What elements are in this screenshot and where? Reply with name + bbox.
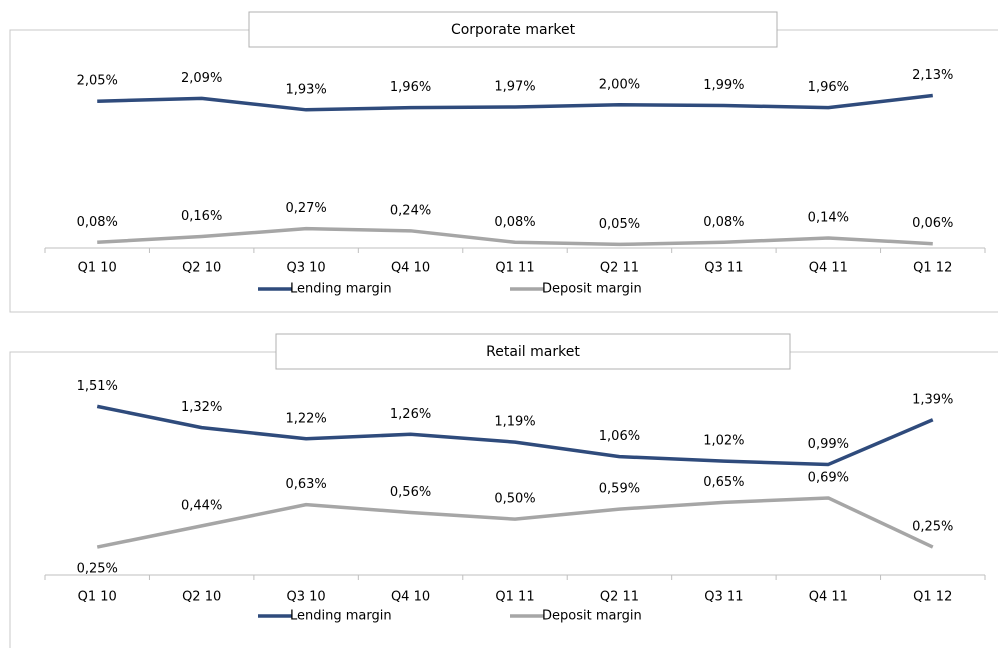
data-label: 0,24% (390, 203, 431, 218)
data-label: 1,96% (808, 80, 849, 95)
data-label: 0,08% (494, 215, 535, 230)
data-label: 1,06% (599, 429, 640, 444)
data-label: 0,56% (390, 485, 431, 500)
data-label: 1,26% (390, 407, 431, 422)
data-label: 1,02% (703, 434, 744, 449)
data-label: 0,16% (181, 209, 222, 224)
data-label: 0,06% (912, 216, 953, 231)
x-tick-label: Q3 10 (287, 590, 326, 605)
x-tick-label: Q4 10 (391, 590, 430, 605)
legend-label: Lending margin (290, 609, 392, 624)
x-tick-label: Q2 11 (600, 590, 639, 605)
data-label: 0,69% (808, 470, 849, 485)
chart-title: Corporate market (451, 22, 576, 38)
data-label: 1,32% (181, 400, 222, 415)
series-line (96, 496, 934, 549)
data-label: 1,97% (494, 79, 535, 94)
x-tick-label: Q1 11 (495, 261, 534, 276)
chart-title: Retail market (486, 344, 580, 360)
data-label: 0,14% (808, 210, 849, 225)
x-tick-label: Q2 10 (182, 261, 221, 276)
data-label: 0,27% (285, 201, 326, 216)
data-label: 0,44% (181, 498, 222, 513)
x-tick-label: Q2 10 (182, 590, 221, 605)
x-tick-label: Q3 10 (287, 261, 326, 276)
data-label: 1,96% (390, 80, 431, 95)
x-tick-label: Q2 11 (600, 261, 639, 276)
data-label: 0,05% (599, 217, 640, 232)
x-tick-label: Q3 11 (704, 261, 743, 276)
data-label: 0,08% (703, 215, 744, 230)
data-label: 1,93% (285, 82, 326, 97)
data-label: 2,13% (912, 68, 953, 83)
data-label: 0,25% (77, 562, 118, 577)
series-line (97, 93, 933, 112)
data-label: 2,00% (599, 77, 640, 92)
x-tick-label: Q1 10 (78, 261, 117, 276)
data-label: 1,51% (77, 379, 118, 394)
x-tick-label: Q4 11 (809, 590, 848, 605)
data-label: 2,09% (181, 71, 222, 86)
x-tick-label: Q1 12 (913, 261, 952, 276)
data-label: 0,59% (599, 482, 640, 497)
legend-label: Deposit margin (542, 282, 642, 297)
x-tick-label: Q1 11 (495, 590, 534, 605)
series-line (96, 404, 934, 467)
data-label: 0,63% (285, 477, 326, 492)
data-label: 0,65% (703, 475, 744, 490)
data-label: 0,99% (808, 437, 849, 452)
series-line (97, 226, 933, 247)
data-label: 0,08% (77, 215, 118, 230)
data-label: 2,05% (77, 74, 118, 89)
data-label: 1,19% (494, 415, 535, 430)
x-tick-label: Q4 10 (391, 261, 430, 276)
x-tick-label: Q4 11 (809, 261, 848, 276)
legend-label: Deposit margin (542, 609, 642, 624)
x-tick-label: Q1 12 (913, 590, 952, 605)
data-label: 0,50% (494, 492, 535, 507)
data-label: 1,22% (285, 411, 326, 426)
x-tick-label: Q3 11 (704, 590, 743, 605)
data-label: 1,99% (703, 78, 744, 93)
x-tick-label: Q1 10 (78, 590, 117, 605)
data-label: 1,39% (912, 392, 953, 407)
title-box (275, 333, 791, 370)
title-box (248, 11, 778, 48)
data-label: 0,25% (912, 520, 953, 535)
legend-label: Lending margin (290, 282, 392, 297)
